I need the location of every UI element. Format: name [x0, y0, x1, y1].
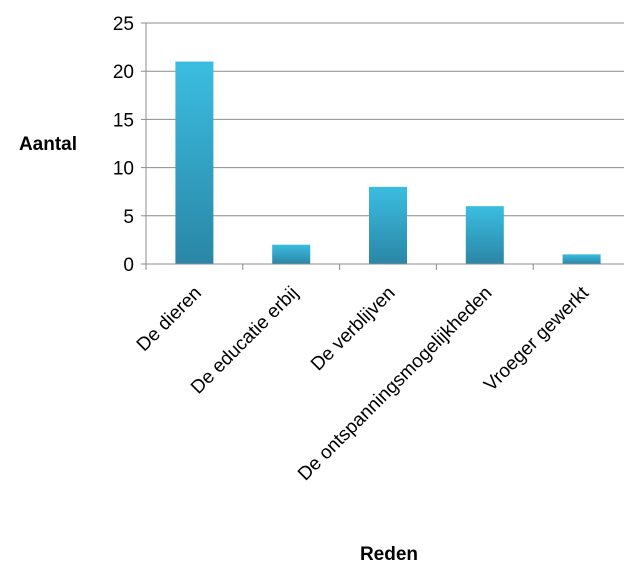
- gridlines: [146, 22, 624, 217]
- x-tick-label: De educatie erbij: [187, 283, 303, 399]
- x-axis-title: Reden: [360, 544, 418, 565]
- axes: [141, 22, 624, 270]
- y-tick-label: 25: [113, 14, 134, 35]
- x-tick-label: Vroeger gewerkt: [480, 282, 593, 395]
- bar: [272, 244, 311, 264]
- x-tick-label: De dieren: [133, 283, 206, 356]
- x-tick-label: De verblijven: [307, 283, 400, 376]
- y-axis-title: Aantal: [19, 134, 77, 155]
- y-tick-label: 10: [113, 159, 134, 180]
- bar: [369, 186, 407, 264]
- bars: [175, 61, 601, 265]
- bar: [175, 61, 214, 265]
- y-tick-label: 5: [123, 207, 134, 228]
- x-tick-label: De ontspanningsmogelijkheden: [294, 283, 496, 485]
- bar: [562, 254, 601, 264]
- y-tick-label: 15: [113, 110, 134, 131]
- bar: [465, 206, 504, 264]
- y-tick-label: 0: [123, 255, 134, 276]
- y-tick-label: 20: [113, 62, 134, 83]
